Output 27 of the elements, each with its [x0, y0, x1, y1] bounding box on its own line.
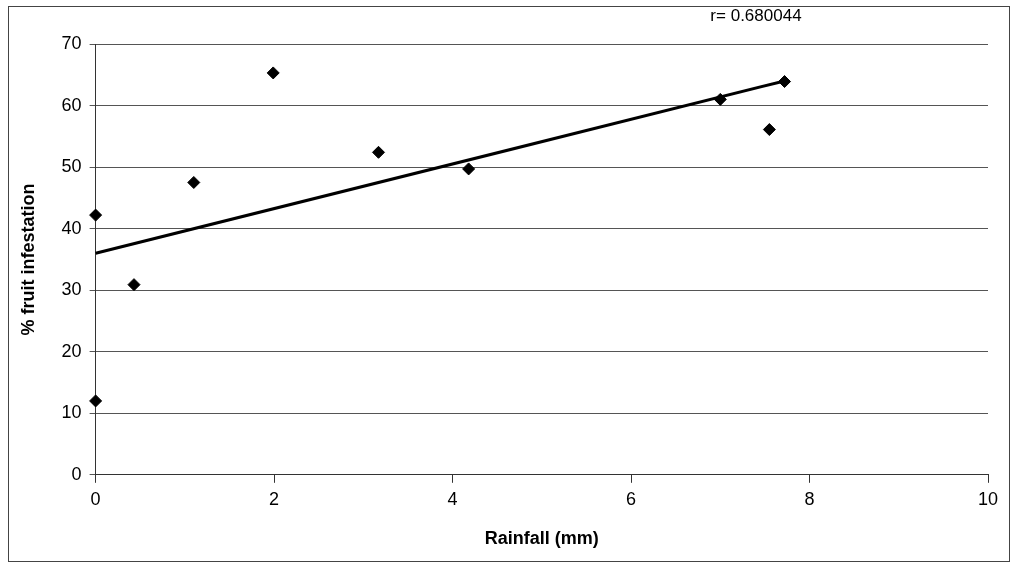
point [187, 175, 201, 189]
y-tick-label: 60 [61, 94, 82, 115]
point [462, 162, 476, 176]
text: r= 0.680044 [710, 5, 802, 25]
point [762, 123, 776, 137]
x-tick-label: 6 [626, 488, 637, 509]
x-tick-label: 10 [977, 488, 999, 509]
y-tick-label: 10 [61, 402, 82, 423]
point [266, 66, 280, 80]
x-tick-label: 4 [447, 488, 458, 509]
x-axis-title: Rainfall (mm) [484, 528, 599, 549]
point [89, 394, 103, 408]
y-tick-label: 20 [61, 340, 82, 361]
point [713, 92, 727, 106]
y-tick-label: 50 [61, 156, 82, 177]
y-tick-label: 70 [61, 32, 82, 53]
x-tick-label: 2 [269, 488, 280, 509]
point [778, 75, 792, 89]
y-tick-label: 0 [71, 463, 82, 484]
point [89, 208, 103, 222]
y-axis-title: % fruit infestation [17, 183, 38, 336]
point [372, 145, 386, 159]
point [127, 278, 141, 292]
x-tick-label: 8 [804, 488, 815, 509]
y-tick-label: 30 [61, 279, 82, 300]
x-tick-label: 0 [90, 488, 101, 509]
y-tick-label: 40 [61, 217, 82, 238]
